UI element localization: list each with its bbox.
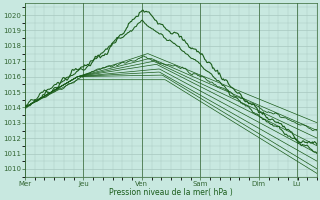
- X-axis label: Pression niveau de la mer( hPa ): Pression niveau de la mer( hPa ): [109, 188, 233, 197]
